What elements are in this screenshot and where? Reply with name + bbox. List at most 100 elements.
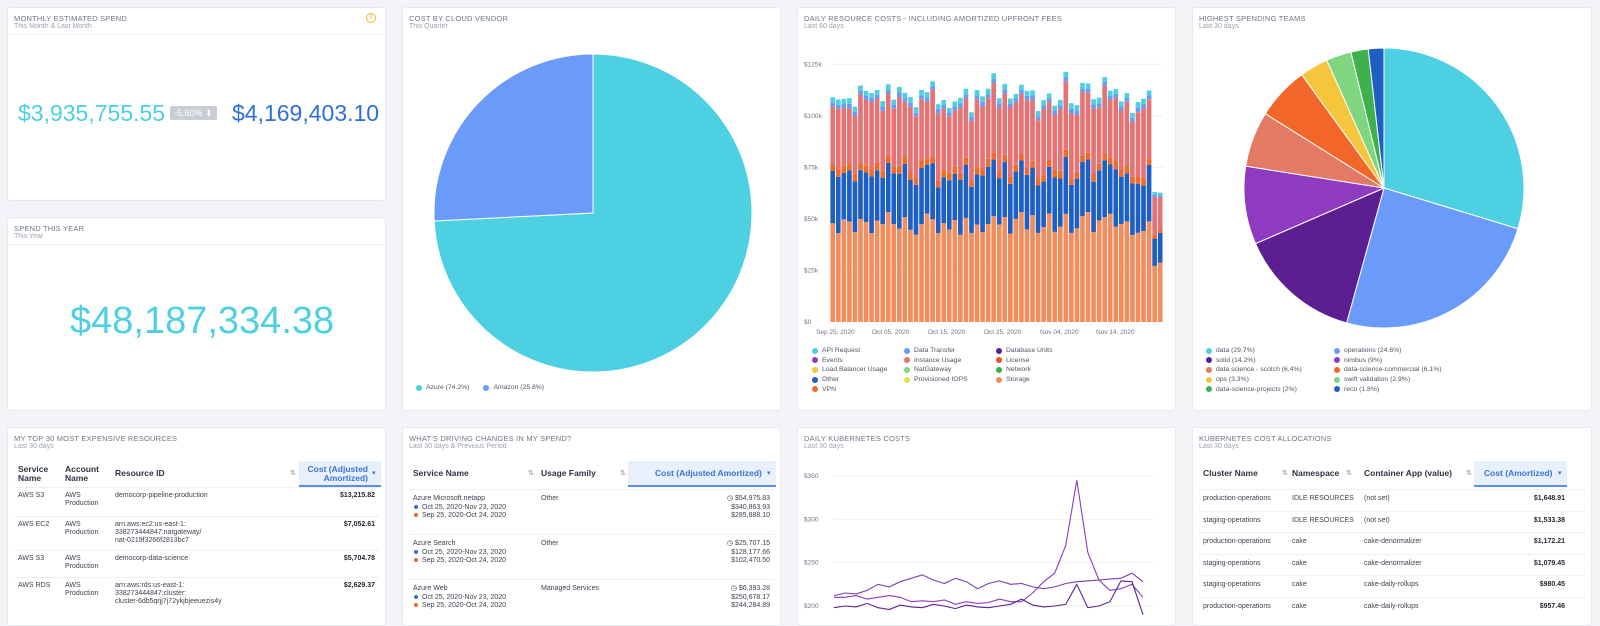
col-cost[interactable]: Cost (Adjusted Amortized) <box>307 464 368 483</box>
bar-segment-instance-usage[interactable] <box>1030 100 1035 161</box>
bar-segment-data-transfer[interactable] <box>1085 88 1091 93</box>
bar-segment-instance-usage[interactable] <box>1146 99 1152 159</box>
bar-segment-data-transfer[interactable] <box>1019 89 1024 94</box>
bar-segment-other[interactable] <box>852 181 858 233</box>
bar-segment-data-transfer[interactable] <box>852 111 858 116</box>
bar-segment-api-request[interactable] <box>863 91 869 97</box>
bar-segment-instance-usage[interactable] <box>897 97 902 166</box>
bar-segment-instance-usage[interactable] <box>830 106 836 165</box>
sort-icon[interactable]: ⇅ <box>290 470 296 477</box>
bar-segment-storage[interactable] <box>952 220 958 322</box>
legend-item[interactable]: Database Units <box>996 346 1088 356</box>
bar-segment-data-transfer[interactable] <box>1069 108 1074 114</box>
bar-segment-other[interactable] <box>1002 162 1008 218</box>
bar-segment-data-transfer[interactable] <box>1107 95 1113 100</box>
col-cost[interactable]: Cost (Adjusted Amortized) <box>655 468 762 478</box>
bar-segment-storage[interactable] <box>1141 230 1146 322</box>
legend-item[interactable]: API Request <box>812 346 904 356</box>
bar-segment-api-request[interactable] <box>969 112 974 118</box>
bar-segment-other[interactable] <box>913 184 919 235</box>
bar-segment-data-transfer[interactable] <box>880 106 885 111</box>
bar-segment-other[interactable] <box>952 173 958 221</box>
bar-segment-data-transfer[interactable] <box>1091 104 1096 109</box>
col-cost[interactable]: Cost (Amortized) <box>1484 468 1553 478</box>
bar-segment-vpn[interactable] <box>1096 163 1102 171</box>
bar-segment-api-request[interactable] <box>835 99 841 106</box>
bar-segment-api-request[interactable] <box>1124 93 1130 98</box>
bar-segment-instance-usage[interactable] <box>924 101 930 159</box>
bar-segment-api-request[interactable] <box>935 104 941 109</box>
cost-sort-header[interactable] <box>1474 461 1567 487</box>
bar-segment-other[interactable] <box>985 166 991 225</box>
bar-segment-instance-usage[interactable] <box>874 98 880 163</box>
bar-segment-other[interactable] <box>858 170 863 219</box>
bar-segment-api-request[interactable] <box>1035 111 1041 117</box>
bar-segment-storage[interactable] <box>941 223 947 322</box>
bar-segment-data-transfer[interactable] <box>1130 117 1135 122</box>
bar-segment-api-request[interactable] <box>1057 99 1063 106</box>
bar-segment-other[interactable] <box>891 173 897 225</box>
bar-segment-data-transfer[interactable] <box>841 103 847 108</box>
bar-segment-other[interactable] <box>1019 160 1024 213</box>
bar-segment-other[interactable] <box>996 178 1002 225</box>
bar-segment-api-request[interactable] <box>941 100 947 105</box>
bar-segment-api-request[interactable] <box>991 73 996 79</box>
bar-segment-storage[interactable] <box>1024 229 1030 322</box>
bar-segment-data-transfer[interactable] <box>1102 81 1107 86</box>
legend-item[interactable]: data-science-commercial (6.1%) <box>1334 365 1464 375</box>
bar-segment-api-request[interactable] <box>908 97 913 103</box>
vendor-slice[interactable] <box>433 53 594 222</box>
bar-segment-other[interactable] <box>1057 178 1063 227</box>
bar-segment-instance-usage[interactable] <box>1041 109 1046 175</box>
bar-segment-instance-usage[interactable] <box>841 107 847 166</box>
legend-item[interactable]: NatGateway <box>904 365 996 375</box>
bar-segment-vpn[interactable] <box>835 169 841 177</box>
bar-segment-api-request[interactable] <box>930 81 935 86</box>
bar-segment-instance-usage[interactable] <box>1085 92 1091 153</box>
bar-segment-other[interactable] <box>1119 176 1124 224</box>
bar-segment-api-request[interactable] <box>880 101 885 107</box>
bar-segment-api-request[interactable] <box>1052 105 1058 111</box>
bar-segment-data-transfer[interactable] <box>1074 110 1080 115</box>
bar-segment-vpn[interactable] <box>1069 178 1074 185</box>
k8s-line-series-2[interactable] <box>834 480 1144 605</box>
bar-segment-data-transfer[interactable] <box>919 95 924 100</box>
bar-segment-other[interactable] <box>946 180 952 230</box>
bar-segment-storage[interactable] <box>974 224 980 322</box>
bar-segment-data-transfer[interactable] <box>1124 97 1130 102</box>
col-usage-family[interactable]: Usage Family <box>541 468 596 478</box>
bar-segment-other[interactable] <box>1063 156 1069 214</box>
bar-segment-instance-usage[interactable] <box>852 115 858 174</box>
bar-segment-vpn[interactable] <box>924 158 930 166</box>
sort-desc-icon[interactable]: ▾ <box>767 470 771 477</box>
legend-item[interactable]: Amazon (25.8%) <box>483 383 544 393</box>
bar-segment-vpn[interactable] <box>1124 166 1130 174</box>
bar-segment-data-transfer[interactable] <box>1096 103 1102 108</box>
bar-segment-api-request[interactable] <box>1046 93 1052 99</box>
bar-segment-api-request[interactable] <box>924 92 930 98</box>
bar-segment-api-request[interactable] <box>847 98 852 104</box>
bar-segment-api-request[interactable] <box>830 97 836 103</box>
bar-segment-api-request[interactable] <box>1107 90 1113 96</box>
bar-segment-vpn[interactable] <box>880 171 885 178</box>
bar-segment-api-request[interactable] <box>1130 113 1135 118</box>
bar-segment-other[interactable] <box>1091 181 1096 232</box>
bar-segment-api-request[interactable] <box>1069 103 1074 109</box>
bar-segment-other[interactable] <box>919 167 924 225</box>
bar-segment-vpn[interactable] <box>991 152 996 160</box>
bar-segment-vpn[interactable] <box>930 156 935 164</box>
bar-segment-api-request[interactable] <box>1008 98 1013 104</box>
bar-segment-other[interactable] <box>835 176 841 234</box>
bar-segment-instance-usage[interactable] <box>1013 102 1019 165</box>
bar-segment-api-request[interactable] <box>1119 101 1124 107</box>
bar-segment-other[interactable] <box>1052 177 1058 232</box>
bar-segment-vpn[interactable] <box>869 169 874 177</box>
bar-segment-vpn[interactable] <box>952 166 958 174</box>
bar-segment-instance-usage[interactable] <box>885 93 891 156</box>
bar-segment-vpn[interactable] <box>852 173 858 182</box>
bar-segment-storage[interactable] <box>1080 216 1085 322</box>
bar-segment-api-request[interactable] <box>1113 89 1119 94</box>
bar-segment-storage[interactable] <box>1074 228 1080 322</box>
bar-segment-data-transfer[interactable] <box>930 85 935 90</box>
bar-segment-other[interactable] <box>969 186 974 233</box>
